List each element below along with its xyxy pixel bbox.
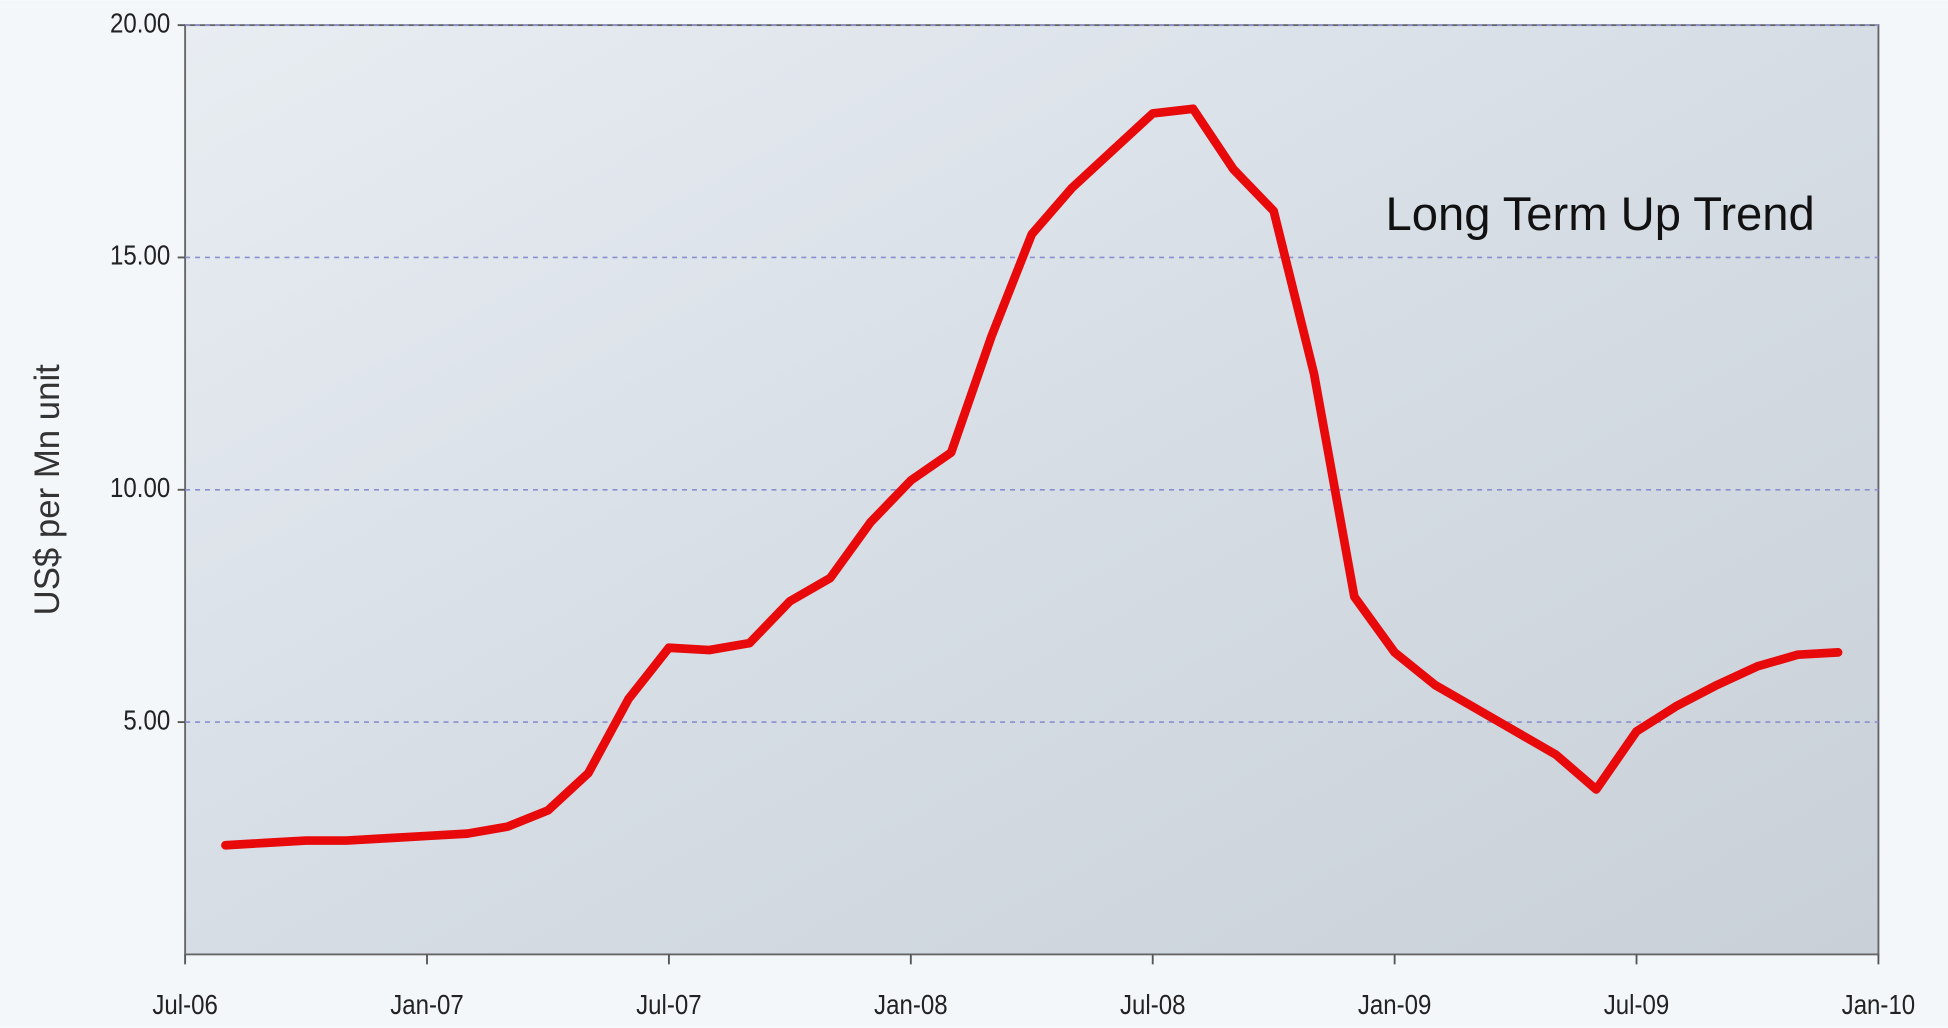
annotation: Long Term Up Trend: [1385, 188, 1814, 241]
x-tick-label: Jan-10: [1842, 990, 1916, 1020]
y-axis-label: US$ per Mn unit: [29, 364, 67, 616]
y-tick-label: 15.00: [110, 241, 170, 271]
plot-layer: 5.00 10.00 15.00 20.00 Jul-06 Jan-07 Jul-07 Jan…: [110, 9, 1915, 1020]
y-tick-label: 5.00: [123, 706, 170, 736]
data-line: [221, 104, 1843, 850]
y-tick-label: 20.00: [110, 9, 170, 39]
x-tick-label: Jan-08: [874, 990, 948, 1020]
x-tick-label: Jul-08: [1120, 990, 1185, 1020]
x-tick-label: Jan-09: [1358, 990, 1432, 1020]
x-tick-label: Jan-07: [390, 990, 464, 1020]
y-tick-label: 10.00: [110, 474, 170, 504]
x-tick-label: Jul-09: [1604, 990, 1669, 1020]
x-tick-label: Jul-06: [152, 990, 217, 1020]
x-tick-label: Jul-07: [636, 990, 701, 1020]
